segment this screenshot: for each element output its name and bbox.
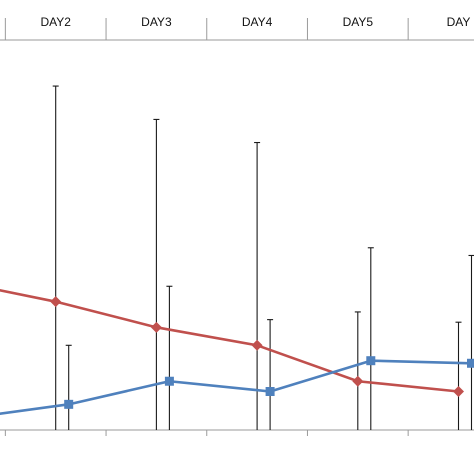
- data-point-square: [64, 399, 74, 409]
- day-label: DAY2: [40, 15, 71, 29]
- series-line: [0, 288, 459, 393]
- error-bars: [52, 85, 474, 430]
- series-lines: [0, 288, 474, 415]
- data-point-diamond: [251, 339, 263, 351]
- data-point-diamond: [50, 296, 62, 308]
- data-point-square: [467, 358, 474, 368]
- series-line: [0, 359, 472, 415]
- data-point-diamond: [453, 386, 464, 397]
- x-axis: [0, 429, 474, 436]
- data-point-square: [164, 376, 174, 386]
- data-point-square: [265, 387, 275, 396]
- day-label: DAY4: [242, 15, 273, 29]
- day-label: DAY: [447, 15, 471, 29]
- data-point-diamond: [150, 321, 162, 333]
- day-label: DAY3: [141, 15, 172, 29]
- day-header-row: DAY2 DAY3 DAY4 DAY5 DAY: [0, 15, 474, 41]
- data-point-square: [366, 356, 376, 366]
- data-point-diamond: [352, 375, 364, 387]
- day-label: DAY5: [343, 15, 374, 29]
